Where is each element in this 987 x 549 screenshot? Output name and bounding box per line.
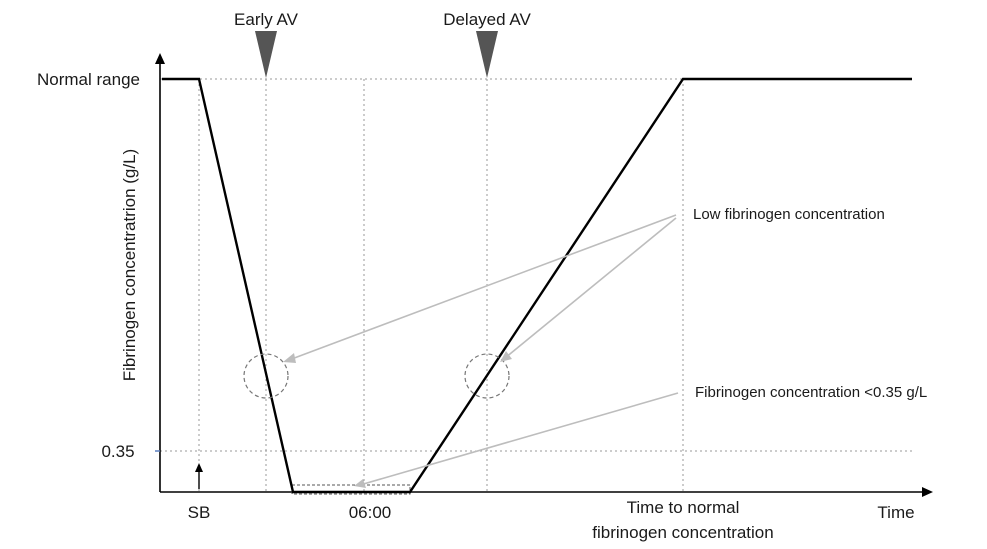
pointer-head-plateau — [354, 479, 366, 488]
pointer-to-plateau — [359, 392, 679, 486]
very-low-plateau-box — [291, 484, 411, 495]
x-marker-normal-line1: Time to normal — [627, 498, 740, 517]
x-axis-label: Time — [877, 503, 914, 522]
y-axis-label: Fibrinogen concentratrion (g/L) — [120, 149, 139, 381]
annotation-very-low-fibrinogen: Fibrinogen concentration <0.35 g/L — [695, 384, 927, 401]
x-axis-arrowhead — [922, 487, 933, 497]
early-av-label: Early AV — [234, 10, 299, 29]
y-axis-arrowhead — [155, 53, 165, 64]
early-av-marker — [255, 31, 277, 78]
sb-arrow-head — [195, 463, 203, 472]
fibrinogen-curve — [162, 77, 912, 494]
annotation-low-fibrinogen: Low fibrinogen concentration — [693, 206, 885, 223]
x-marker-normal-line2: fibrinogen concentration — [592, 523, 773, 542]
axes — [155, 53, 933, 497]
early-av-circle — [243, 353, 289, 399]
x-marker-sb: SB — [188, 503, 211, 522]
pointer-head-delayed — [500, 351, 512, 362]
delayed-av-label: Delayed AV — [443, 10, 531, 29]
annotation-pointers — [283, 214, 679, 488]
pointer-to-early-circle — [288, 214, 677, 361]
guide-lines — [160, 78, 912, 492]
pointer-to-delayed-circle — [504, 217, 677, 359]
pointer-head-early — [283, 353, 296, 363]
y-tick-normal-range: Normal range — [37, 70, 140, 89]
y-tick-low: 0.35 — [101, 442, 134, 461]
x-marker-0600: 06:00 — [349, 503, 392, 522]
delayed-av-circle — [464, 353, 510, 399]
delayed-av-marker — [476, 31, 498, 78]
